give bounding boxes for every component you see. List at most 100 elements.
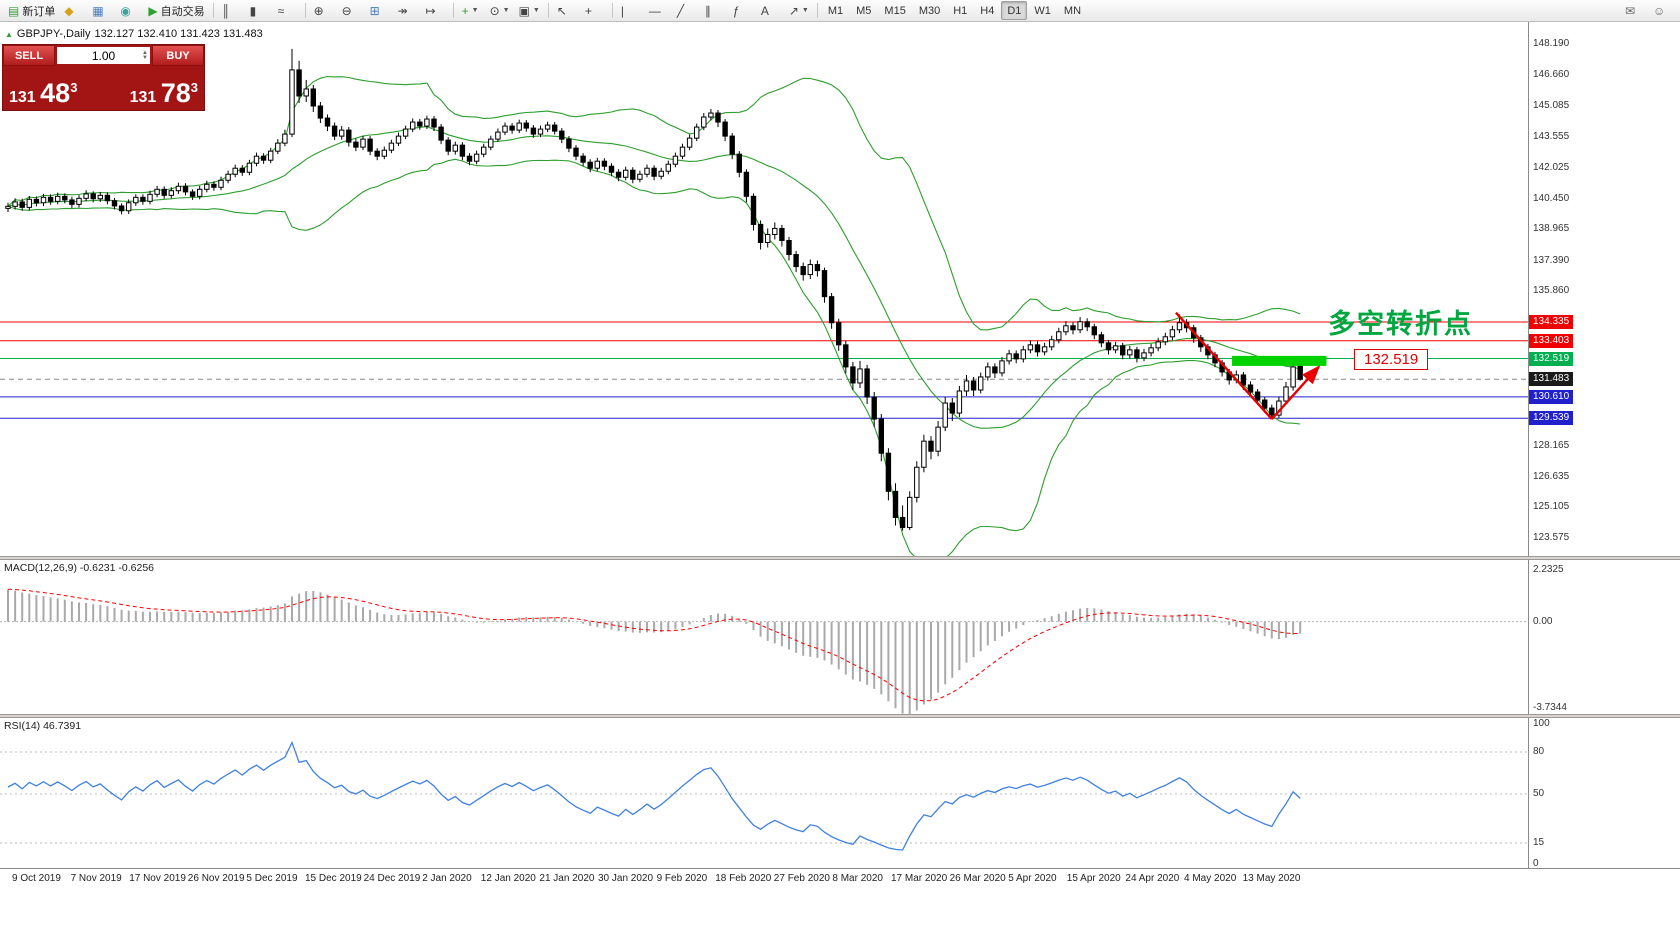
toolbar-separator: [452, 3, 454, 18]
toolbar: ▤ 新订单 ◆ ▦ ◉ ▶ 自动交易 ║ ▮ ≈ ⊕ ⊖ ⊞ ↠ ↦ + ▼ ⊙ ▼ ▣ ▼ ↖ + | — ╱ ∥ ƒ A ↗ ▼ M1 M5…: [0, 0, 1680, 22]
time-axis[interactable]: 9 Oct 2019 7 Nov 2019 17 Nov 2019 26 Nov 20…: [0, 868, 1680, 891]
rsi-axis-label: 15: [1533, 837, 1545, 848]
metaeditor-button[interactable]: ◆: [60, 0, 87, 21]
zoom-in-button[interactable]: ⊕: [310, 0, 337, 21]
stepper-up-icon[interactable]: ▲: [142, 49, 148, 56]
autotrading-button[interactable]: ▶ 自动交易: [144, 0, 208, 21]
timeframe-m5-button[interactable]: M5: [850, 1, 877, 20]
price-axis-label: 142.025: [1533, 161, 1570, 173]
vertical-line-button[interactable]: |: [617, 0, 644, 21]
date-label: 15 Dec 2019: [305, 873, 362, 884]
chart-shift-button[interactable]: ↦: [422, 0, 449, 21]
new-chart-button[interactable]: + ▼: [458, 0, 485, 21]
rsi-canvas[interactable]: [0, 718, 1528, 868]
timeframe-m1-button[interactable]: M1: [822, 1, 849, 20]
timeframe-m15-button[interactable]: M15: [878, 1, 911, 20]
timeframe-m30-button[interactable]: M30: [913, 1, 946, 20]
volume-field[interactable]: 1.00 ▲ ▼: [57, 47, 150, 64]
toolbar-button-label: H1: [953, 4, 968, 17]
date-label: 15 Apr 2020: [1066, 873, 1121, 884]
crosshair-button[interactable]: +: [581, 0, 608, 21]
timeframe-h4-button[interactable]: H4: [974, 1, 1000, 20]
bar-chart-button[interactable]: ║: [218, 0, 245, 21]
buy-button[interactable]: BUY: [152, 45, 204, 66]
date-label: 24 Dec 2019: [363, 873, 421, 884]
price-axis-label: 135.860: [1533, 285, 1570, 297]
toolbar-button-label: 自动交易: [160, 5, 205, 18]
price-tag: 130.610: [1529, 389, 1574, 404]
macd-signal-line: [7, 588, 1301, 702]
text-icon: A: [760, 3, 769, 18]
price-tag: 133.403: [1529, 333, 1574, 348]
chat-button[interactable]: ✉: [1621, 0, 1648, 21]
volume-stepper[interactable]: ▲ ▼: [142, 47, 148, 64]
sell-price[interactable]: 131 483: [9, 80, 77, 107]
macd-axis[interactable]: 2.2325 0.00 -3.7344: [1528, 560, 1680, 714]
price-axis-label: 148.190: [1533, 38, 1570, 49]
profiles-icon: ⊙: [489, 3, 500, 18]
arrows-button[interactable]: ↗ ▼: [785, 0, 813, 21]
tile-windows-button[interactable]: ⊞: [366, 0, 393, 21]
price-tag: 132.519: [1529, 351, 1574, 366]
buy-price[interactable]: 131 783: [130, 80, 198, 107]
highlight-box: [1232, 355, 1327, 366]
price-tag: 129.539: [1529, 411, 1574, 426]
chevron-down-icon: ▼: [502, 7, 510, 14]
candlestick-chart-button[interactable]: ▮: [246, 0, 273, 21]
annotation-price-callout[interactable]: 132.519: [1354, 349, 1429, 370]
horizontal-line-button[interactable]: —: [645, 0, 672, 21]
terminal-button[interactable]: ▦: [88, 0, 115, 21]
macd-canvas[interactable]: [0, 560, 1528, 714]
rsi-axis-label: 50: [1533, 788, 1545, 799]
date-label: 4 May 2020: [1184, 873, 1237, 884]
chat-icon: ✉: [1625, 3, 1636, 18]
annotation-turning-point[interactable]: 多空转折点: [1328, 309, 1473, 339]
profiles-button[interactable]: ⊙ ▼: [486, 0, 514, 21]
rsi-axis[interactable]: 100 80 50 15 0: [1528, 718, 1680, 869]
channel-icon: ∥: [704, 3, 711, 18]
macd-axis-label: -3.7344: [1533, 702, 1567, 713]
timeframe-mn-button[interactable]: MN: [1058, 1, 1087, 20]
panel-splitter[interactable]: [0, 556, 1680, 560]
date-label: 18 Feb 2020: [715, 873, 772, 884]
channel-button[interactable]: ∥: [701, 0, 728, 21]
templates-button[interactable]: ▣ ▼: [515, 0, 544, 21]
zoom-out-button[interactable]: ⊖: [338, 0, 365, 21]
auto-scroll-button[interactable]: ↠: [394, 0, 421, 21]
rsi-label: RSI(14) 46.7391: [4, 720, 82, 732]
zoom-in-icon: ⊕: [313, 3, 324, 18]
cursor-icon: ↖: [556, 3, 567, 18]
cursor-button[interactable]: ↖: [553, 0, 580, 21]
toolbar-button-label: W1: [1034, 4, 1051, 17]
sell-button[interactable]: SELL: [3, 45, 55, 66]
fibonacci-button[interactable]: ƒ: [729, 0, 756, 21]
panel-splitter[interactable]: [0, 714, 1680, 718]
toolbar-separator: [611, 3, 613, 18]
trend-line: [1270, 365, 1321, 420]
price-axis-label: 143.555: [1533, 131, 1570, 143]
toolbar-button-label: MN: [1063, 4, 1082, 17]
date-label: 21 Jan 2020: [539, 873, 595, 884]
main-chart-canvas[interactable]: [0, 22, 1528, 556]
stepper-down-icon[interactable]: ▼: [142, 54, 148, 61]
timeframe-h1-button[interactable]: H1: [947, 1, 973, 20]
price-axis[interactable]: 148.190 146.660 145.085 143.555 142.025 140.4…: [1528, 22, 1680, 556]
crosshair-icon: +: [584, 3, 592, 18]
line-chart-button[interactable]: ≈: [274, 0, 301, 21]
bollinger-band-line: [7, 158, 1301, 556]
text-button[interactable]: A: [757, 0, 784, 21]
price-axis-label: 138.965: [1533, 223, 1570, 235]
trend-line: [1175, 311, 1273, 420]
price-axis-label: 123.575: [1533, 531, 1570, 543]
new-order-button[interactable]: ▤ 新订单: [4, 0, 59, 21]
profile-button[interactable]: ☺: [1649, 0, 1676, 21]
date-label: 26 Nov 2019: [187, 873, 245, 884]
timeframe-d1-button[interactable]: D1: [1001, 1, 1028, 20]
strategy-tester-button[interactable]: ◉: [116, 0, 143, 21]
trendline-button[interactable]: ╱: [673, 0, 700, 21]
fibonacci-icon: ƒ: [732, 3, 740, 18]
date-label: 27 Feb 2020: [773, 873, 830, 884]
timeframe-w1-button[interactable]: W1: [1028, 1, 1057, 20]
toolbar-button-label: H4: [980, 4, 995, 17]
macd-axis-label: 0.00: [1533, 615, 1553, 627]
